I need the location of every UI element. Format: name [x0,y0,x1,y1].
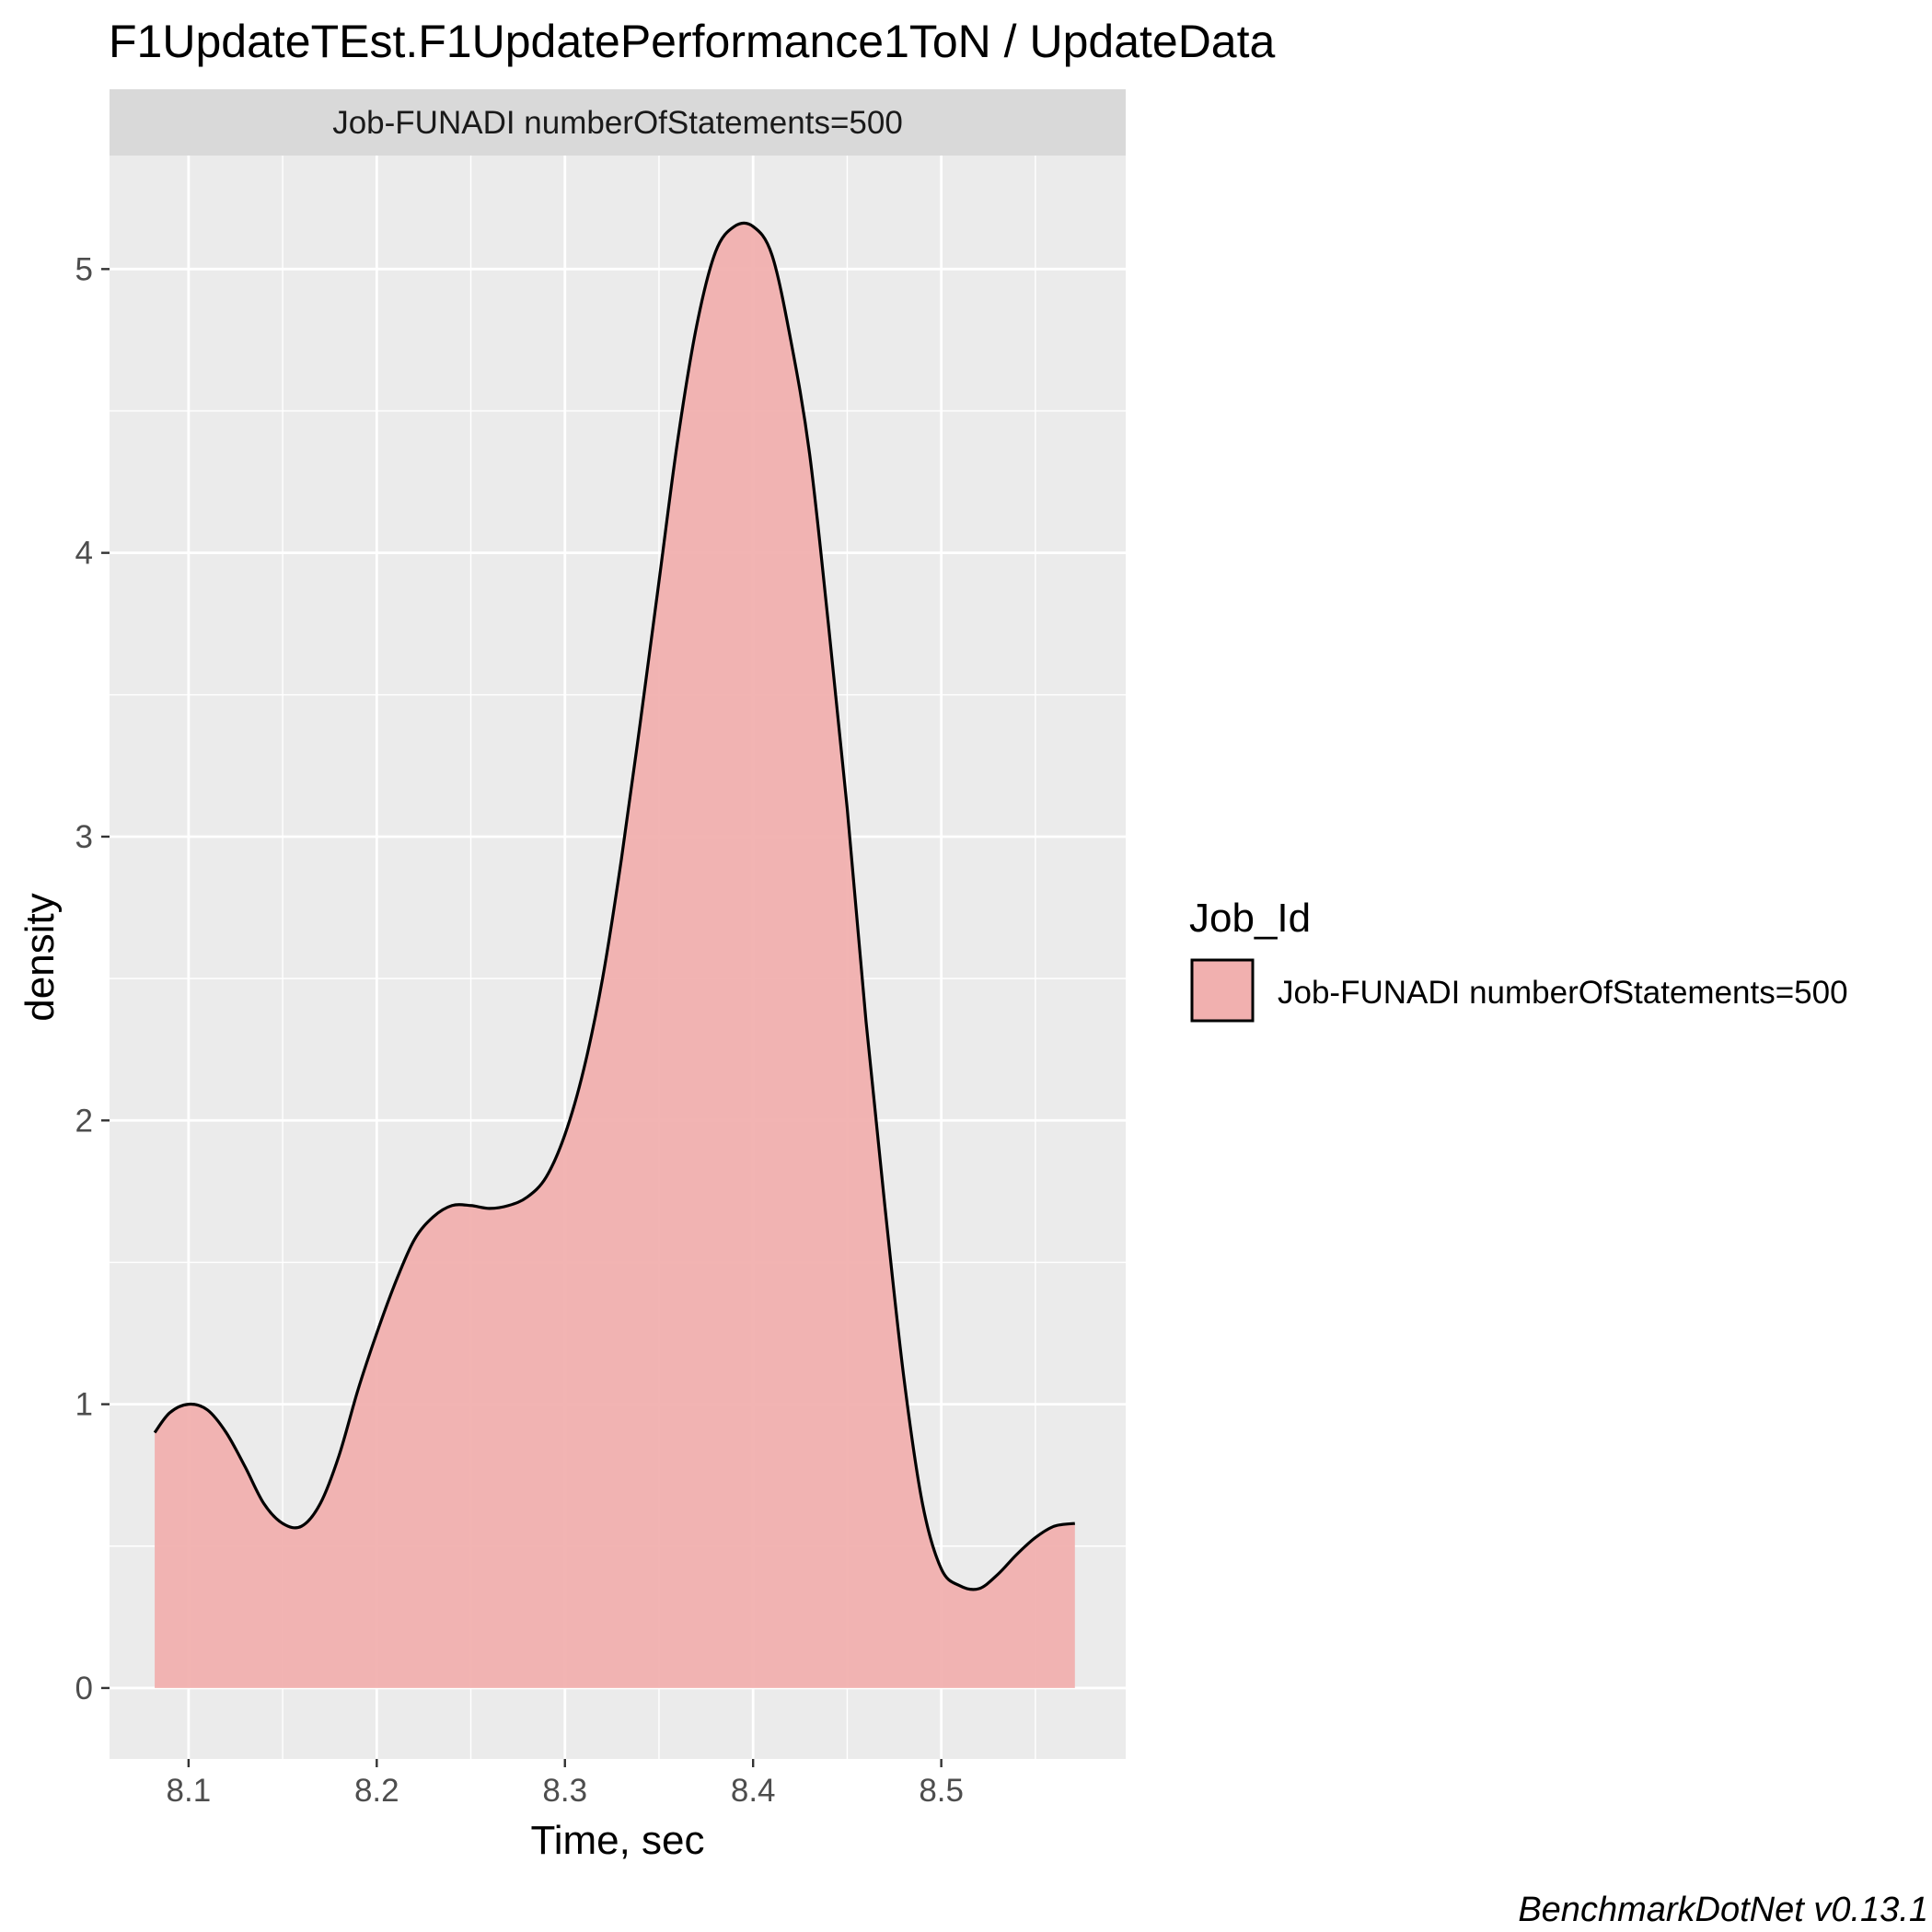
x-axis-title: Time, sec [530,1818,704,1863]
density-area [155,223,1075,1688]
x-tick-label: 8.3 [542,1773,587,1809]
x-axis: 8.1 8.2 8.3 8.4 8.5 [167,1759,964,1809]
density-line [153,221,1076,1591]
y-tick-label: 3 [75,819,93,855]
y-tick-label: 5 [75,251,93,287]
y-tick-label: 4 [75,536,93,572]
legend: Job_Id Job-FUNADI numberOfStatements=500 [1189,896,1848,1023]
y-axis: 0 1 2 3 4 5 [75,251,110,1706]
legend-title: Job_Id [1189,896,1311,941]
series-layer [153,221,1076,1688]
legend-entry-label: Job-FUNADI numberOfStatements=500 [1278,975,1848,1011]
x-tick-label: 8.2 [354,1773,399,1809]
chart-title: F1UpdateTEst.F1UpdatePerformance1ToN / U… [109,16,1276,67]
y-tick-label: 2 [75,1103,93,1139]
caption: BenchmarkDotNet v0.13.1 [1518,1891,1928,1929]
y-axis-title: density [17,893,63,1021]
y-tick-label: 1 [75,1387,93,1423]
facet-label: Job-FUNADI numberOfStatements=500 [332,105,903,141]
facet-strip [110,89,1126,156]
x-tick-label: 8.1 [167,1773,212,1809]
x-tick-label: 8.4 [731,1773,776,1809]
x-tick-label: 8.5 [919,1773,964,1809]
y-tick-label: 0 [75,1671,93,1706]
legend-key-swatch [1190,958,1255,1023]
